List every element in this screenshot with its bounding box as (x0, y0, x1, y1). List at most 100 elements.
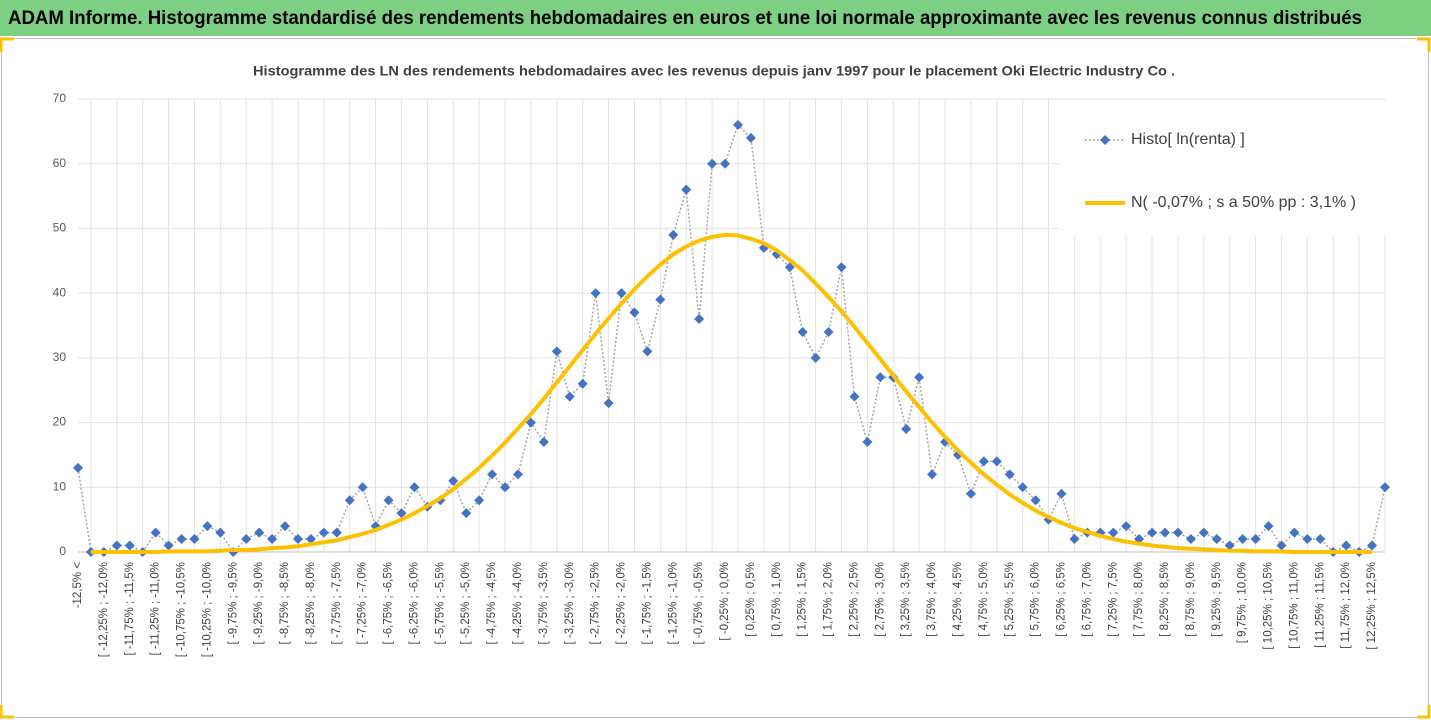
x-tick-label: [ -11,25% ; -11,0% (150, 562, 162, 656)
point (914, 372, 925, 383)
x-tick-label: [ -7,25% ; -7,0% (357, 562, 369, 644)
point (525, 417, 536, 428)
point (409, 482, 420, 493)
plot (73, 119, 1390, 557)
point (551, 346, 562, 357)
point (681, 184, 692, 195)
point (590, 288, 601, 299)
x-tick-label: [ 9,75% ; 10,0% (1237, 562, 1249, 643)
x-tick-label: [ -2,25% ; -2,0% (616, 562, 628, 644)
point (1224, 540, 1235, 551)
x-tick-label: [ 10,75% ; 11,0% (1288, 562, 1300, 649)
x-tick-label: [ -10,75% ; -10,5% (176, 562, 188, 657)
point (1367, 540, 1378, 551)
x-tick-label: [ 0,75% ; 1,0% (771, 562, 783, 637)
point (344, 495, 355, 506)
point (474, 495, 485, 506)
legend-label: Histo[ ln(renta) ] (1131, 131, 1245, 148)
x-tick-label: [ 3,75% ; 4,0% (926, 562, 938, 637)
x-tick-label: [ 5,75% ; 6,0% (1030, 562, 1042, 637)
x-tick-label: [ 1,25% ; 1,5% (797, 562, 809, 637)
x-tick-label: [ -4,25% ; -4,0% (512, 562, 524, 644)
point (901, 424, 912, 435)
x-tick-label: [ 7,75% ; 8,0% (1133, 562, 1145, 637)
point (124, 540, 135, 551)
point (1017, 482, 1028, 493)
point (1198, 527, 1209, 538)
point (512, 469, 523, 480)
x-tick-label: [ -6,25% ; -6,0% (408, 562, 420, 644)
point (1315, 534, 1326, 545)
point (357, 482, 368, 493)
point (202, 521, 213, 532)
point (487, 469, 498, 480)
point (163, 540, 174, 551)
x-tick-label: [ -3,75% ; -3,5% (538, 562, 550, 644)
x-tick-label: [ 10,25% ; 10,5% (1263, 562, 1275, 650)
point (849, 391, 860, 402)
point (577, 378, 588, 389)
point (836, 262, 847, 273)
x-tick-label: [ -12,25% ; -12,0% (98, 562, 110, 657)
point (538, 436, 549, 447)
x-tick-label: [ 11,25% ; 11,5% (1314, 562, 1326, 648)
y-tick-label: 40 (53, 285, 67, 299)
point (1185, 534, 1196, 545)
point (927, 469, 938, 480)
curve (90, 232, 1373, 554)
point (396, 508, 407, 519)
point (1108, 527, 1119, 538)
point (1056, 488, 1067, 499)
point (797, 326, 808, 337)
point (254, 527, 265, 538)
point (1121, 521, 1132, 532)
x-tick-label: -12,5% < (72, 562, 84, 609)
point (267, 534, 278, 545)
y-tick-label: 60 (53, 156, 67, 170)
point (448, 475, 459, 486)
point (603, 398, 614, 409)
x-tick-label: [ -2,75% ; -2,5% (590, 562, 602, 644)
x-tick-label: [ -0,75% ; -0,5% (693, 562, 705, 644)
point (965, 488, 976, 499)
legend: Histo[ ln(renta) ] N( -0,07% ; s a 50% pp… (1060, 100, 1415, 235)
x-tick-label: [ -9,75% ; -9,5% (227, 562, 239, 644)
x-tick-label: [ -8,75% ; -8,5% (279, 562, 291, 644)
chart-title: ADAM Informe. Histogramme standardisé de… (8, 8, 1362, 29)
x-tick-label: [ 8,25% ; 8,5% (1159, 562, 1171, 637)
point (383, 495, 394, 506)
point (73, 462, 83, 473)
x-tick-label: [ 5,25% ; 5,5% (1004, 562, 1016, 637)
x-tick-label: [ 6,25% ; 6,5% (1056, 562, 1068, 637)
point (978, 456, 989, 467)
point (111, 540, 122, 551)
y-tick-label: 0 (59, 544, 66, 558)
point (1172, 527, 1183, 538)
x-tick-label: [ -4,75% ; -4,5% (486, 562, 498, 644)
y-tick-label: 10 (53, 479, 67, 493)
x-tick-label: [ 4,25% ; 4,5% (952, 562, 964, 637)
point (1263, 521, 1274, 532)
point (694, 314, 705, 325)
x-tick-label: [ 2,25% ; 2,5% (848, 562, 860, 637)
point (655, 294, 666, 305)
point (215, 527, 226, 538)
point (500, 482, 511, 493)
point (668, 229, 679, 240)
point (150, 527, 161, 538)
point (875, 372, 886, 383)
x-tick-label: [ -6,75% ; -6,5% (383, 562, 395, 644)
point (1276, 540, 1287, 551)
point (189, 534, 200, 545)
point (1250, 534, 1261, 545)
point (331, 527, 342, 538)
point (1341, 540, 1352, 551)
x-tick-label: [ -5,25% ; -5,0% (460, 562, 472, 644)
y-tick-label: 70 (53, 91, 67, 105)
x-tick-label: [ -8,25% ; -8,0% (305, 562, 317, 644)
y-tick-label: 30 (53, 350, 67, 364)
x-tick-label: [ -3,25% ; -3,0% (564, 562, 576, 644)
point (292, 534, 303, 545)
point (1380, 482, 1390, 493)
